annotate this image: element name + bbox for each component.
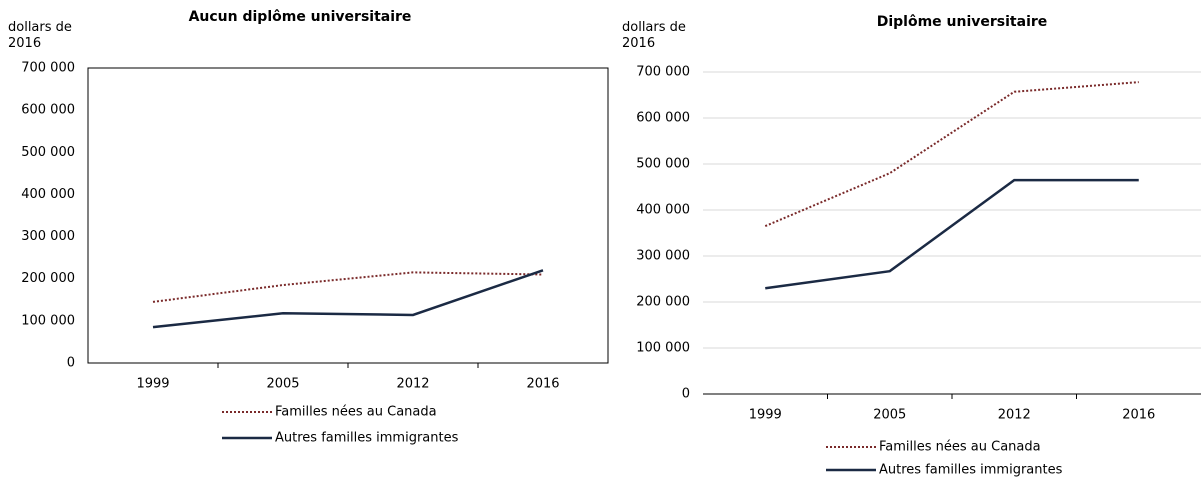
series-line (764, 81, 1139, 228)
y-axis-label: dollars de 2016 (8, 20, 72, 51)
series-line (152, 271, 544, 303)
y-tick-label: 400 000 (21, 187, 75, 202)
legend-label: Familles nées au Canada (275, 405, 437, 420)
x-tick-label: 1999 (749, 408, 782, 423)
y-tick-label: 100 000 (636, 341, 690, 356)
x-tick-label: 2005 (266, 377, 299, 392)
chart-title: Diplôme universitaire (877, 14, 1048, 30)
x-tick-label: 1999 (136, 377, 169, 392)
y-tick-label: 0 (67, 356, 75, 371)
y-tick-label: 700 000 (21, 61, 75, 76)
y-tick-label: 600 000 (21, 103, 75, 118)
y-tick-label: 0 (682, 387, 690, 402)
y-tick-label: 500 000 (636, 157, 690, 172)
series-line (152, 269, 544, 329)
y-tick-label: 700 000 (636, 65, 690, 80)
y-tick-label: 300 000 (636, 249, 690, 264)
y-tick-label: 500 000 (21, 145, 75, 160)
y-tick-label: 200 000 (636, 295, 690, 310)
x-tick-label: 2016 (526, 377, 559, 392)
y-tick-label: 400 000 (636, 203, 690, 218)
x-tick-label: 2016 (1122, 408, 1155, 423)
legend-label: Familles nées au Canada (879, 440, 1041, 455)
y-axis-label: dollars de 2016 (622, 20, 686, 51)
y-tick-label: 200 000 (21, 271, 75, 286)
x-tick-label: 2012 (998, 408, 1031, 423)
plot-frame (87, 67, 609, 364)
y-tick-label: 100 000 (21, 313, 75, 328)
y-tick-label: 300 000 (21, 229, 75, 244)
x-tick-label: 2005 (873, 408, 906, 423)
chart-title: Aucun diplôme universitaire (189, 9, 412, 25)
x-tick-label: 2012 (396, 377, 429, 392)
y-tick-label: 600 000 (636, 111, 690, 126)
legend-label: Autres familles immigrantes (879, 463, 1063, 478)
legend-label: Autres familles immigrantes (275, 431, 459, 446)
series-line (765, 178, 1139, 290)
